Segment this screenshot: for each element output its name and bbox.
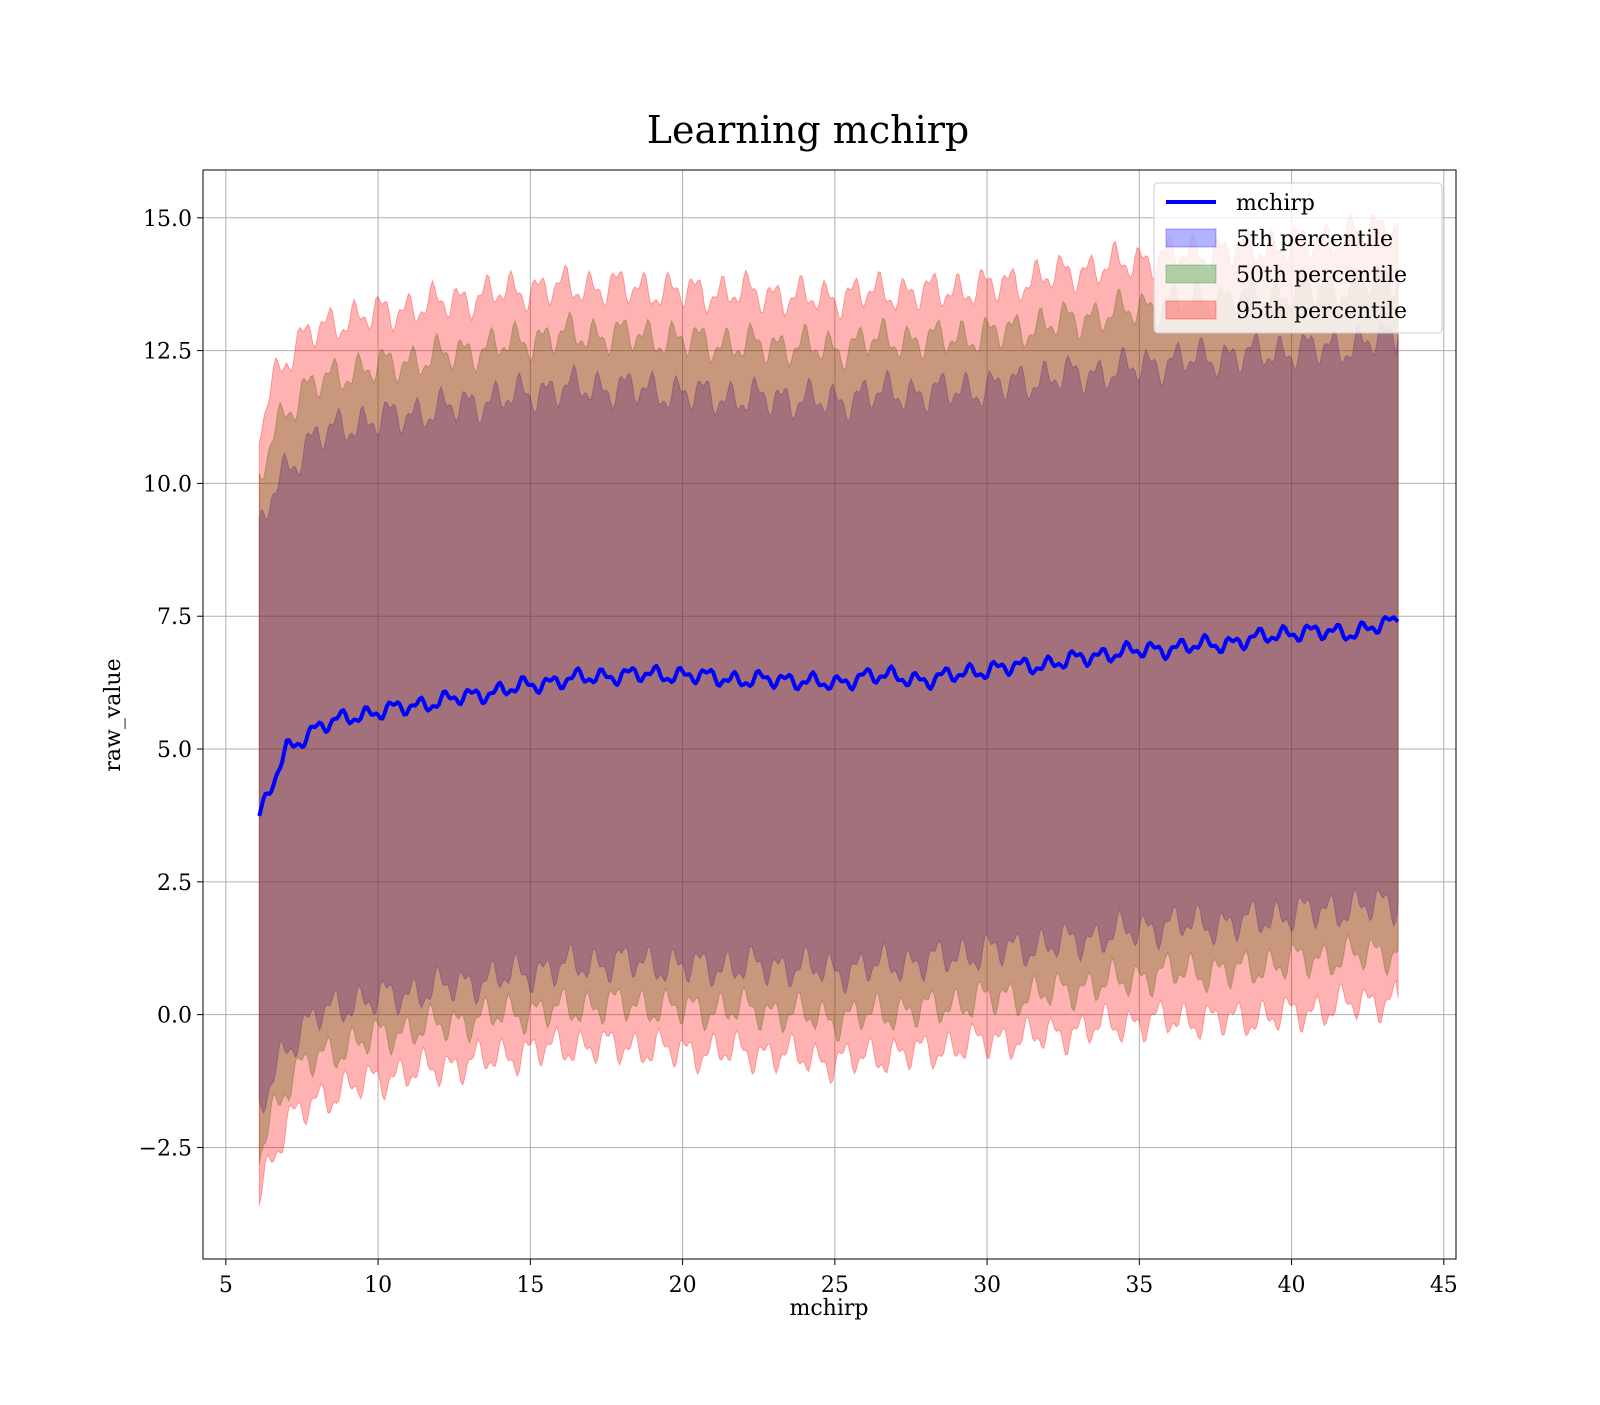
legend-label: 5th percentile [1236, 227, 1393, 252]
y-tick-label: 0.0 [157, 1004, 192, 1029]
y-tick-label: 2.5 [157, 871, 192, 896]
band-5th-percentile [258, 321, 1399, 1115]
x-tick-label: 35 [1125, 1273, 1153, 1298]
y-tick-label: 5.0 [157, 738, 192, 763]
legend: mchirp 5th percentile 50th percentile 95th … [1153, 182, 1443, 334]
x-tick-label: 15 [516, 1273, 544, 1298]
plot-frame [202, 169, 1457, 1260]
grid [203, 170, 1456, 1259]
y-axis-ticks: −2.5 0.0 2.5 5.0 7.5 10.0 12.5 15.0 [139, 207, 203, 1161]
legend-swatch [1165, 228, 1217, 248]
x-tick-label: 40 [1278, 1273, 1306, 1298]
x-axis-label: mchirp [790, 1296, 869, 1321]
x-tick-label: 10 [364, 1273, 392, 1298]
x-tick-label: 25 [821, 1273, 849, 1298]
legend-box [1153, 182, 1443, 334]
band-95th-percentile [258, 211, 1399, 1206]
legend-label: 95th percentile [1236, 299, 1407, 324]
x-tick-label: 20 [669, 1273, 697, 1298]
series-line-mchirp [257, 615, 1400, 817]
x-axis-ticks: 5 10 15 20 25 30 35 40 45 [219, 1259, 1458, 1298]
legend-swatch [1165, 300, 1217, 320]
x-tick-label: 5 [219, 1273, 233, 1298]
legend-swatch [1165, 264, 1217, 284]
percentile-bands [258, 211, 1399, 1206]
band-50th-percentile [258, 264, 1399, 1164]
x-tick-label: 30 [973, 1273, 1001, 1298]
series-lines [257, 615, 1400, 817]
y-axis-label: raw_value [101, 658, 126, 771]
x-tick-label: 45 [1430, 1273, 1458, 1298]
chart-title: Learning mchirp [647, 108, 969, 152]
y-tick-label: 7.5 [157, 605, 192, 630]
y-tick-label: 10.0 [143, 472, 192, 497]
legend-label: mchirp [1236, 191, 1315, 216]
y-tick-label: 15.0 [143, 207, 192, 232]
legend-label: 50th percentile [1236, 263, 1407, 288]
y-tick-label: 12.5 [143, 340, 192, 365]
y-tick-label: −2.5 [139, 1136, 192, 1161]
